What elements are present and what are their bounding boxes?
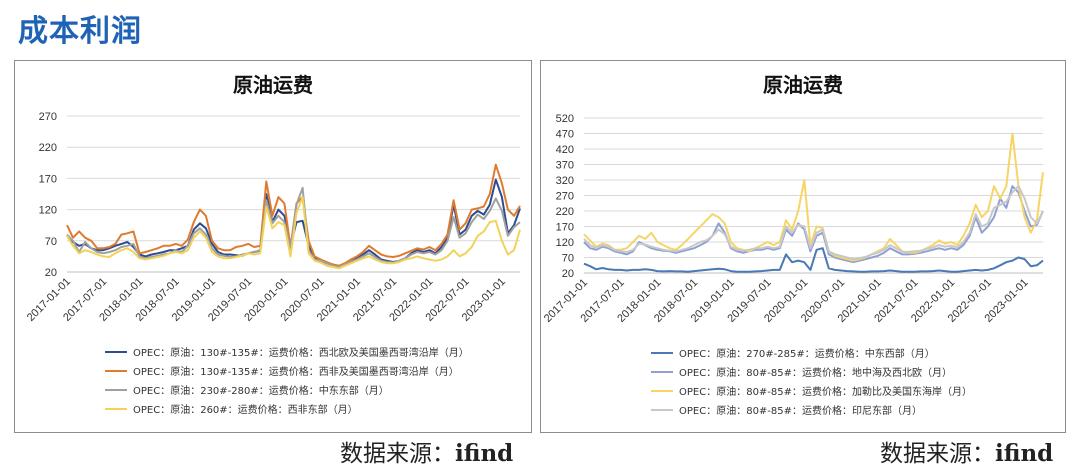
chart-left: 原油运费20701201702202702017-01-012017-07-01… <box>25 73 521 416</box>
series-line-1 <box>583 247 1044 273</box>
source-note-left: 数据来源：ifind <box>340 434 513 468</box>
y-tick-label: 70 <box>45 236 57 248</box>
series-line-4 <box>66 196 521 270</box>
legend-label: OPEC：原油：130#-135#：运费价格：西非及美国墨西哥湾沿岸（月） <box>133 365 459 378</box>
y-tick-label: 70 <box>562 253 574 265</box>
page-title: 成本利润 <box>18 14 142 49</box>
source-label: 数据来源： <box>340 441 455 467</box>
legend-label: OPEC：原油：230#-280#：运费价格：中东东部（月） <box>133 384 389 397</box>
y-tick-label: 270 <box>39 111 57 123</box>
y-tick-label: 170 <box>556 222 574 234</box>
y-tick-label: 270 <box>556 191 574 203</box>
series-line-2 <box>583 185 1044 264</box>
chart-right: 原油运费20701201702202703203704204705202017-… <box>542 73 1044 417</box>
legend-label: OPEC：原油：130#-135#：运费价格：西北欧及美国墨西哥湾沿岸（月） <box>133 346 469 359</box>
y-tick-label: 20 <box>45 267 57 279</box>
source-note-right: 数据来源：ifind <box>880 434 1053 468</box>
series-line-3 <box>583 132 1044 262</box>
y-tick-label: 220 <box>39 142 57 154</box>
y-tick-label: 520 <box>556 113 574 125</box>
y-tick-label: 170 <box>39 173 57 185</box>
chart-panel-right: 原油运费 20 70 120 170 220 270 320 370 420 470 520 2017-… <box>540 60 1066 433</box>
y-tick-label: 370 <box>556 160 574 172</box>
y-tick-label: 470 <box>556 129 574 141</box>
series-line-3 <box>66 186 521 268</box>
y-tick-label: 120 <box>556 237 574 249</box>
legend-label: OPEC：原油：80#-85#：运费价格：地中海及西北欧（月） <box>679 366 952 379</box>
y-tick-label: 320 <box>556 175 574 187</box>
legend-label: OPEC：原油：80#-85#：运费价格：加勒比及美国东海岸（月） <box>679 385 972 398</box>
legend-label: OPEC：原油：260#：运费价格：西非东部（月） <box>133 403 358 416</box>
legend-label: OPEC：原油：270#-285#：运费价格：中东西部（月） <box>679 347 935 360</box>
chart-title: 原油运费 <box>233 73 313 97</box>
legend-label: OPEC：原油：80#-85#：运费价格：印尼东部（月） <box>679 404 922 417</box>
source-label: 数据来源： <box>880 441 995 467</box>
y-tick-label: 120 <box>39 205 57 217</box>
y-tick-label: 220 <box>556 206 574 218</box>
source-value: ifind <box>995 440 1054 467</box>
chart-panel-left: 原油运费 20 70 120 170 220 270 2017-01-01 2017-07-01… <box>14 60 532 433</box>
source-value: ifind <box>455 440 514 467</box>
y-tick-label: 20 <box>562 268 574 280</box>
chart-title: 原油运费 <box>763 73 843 97</box>
series-line-4 <box>583 185 1044 261</box>
y-tick-label: 420 <box>556 144 574 156</box>
